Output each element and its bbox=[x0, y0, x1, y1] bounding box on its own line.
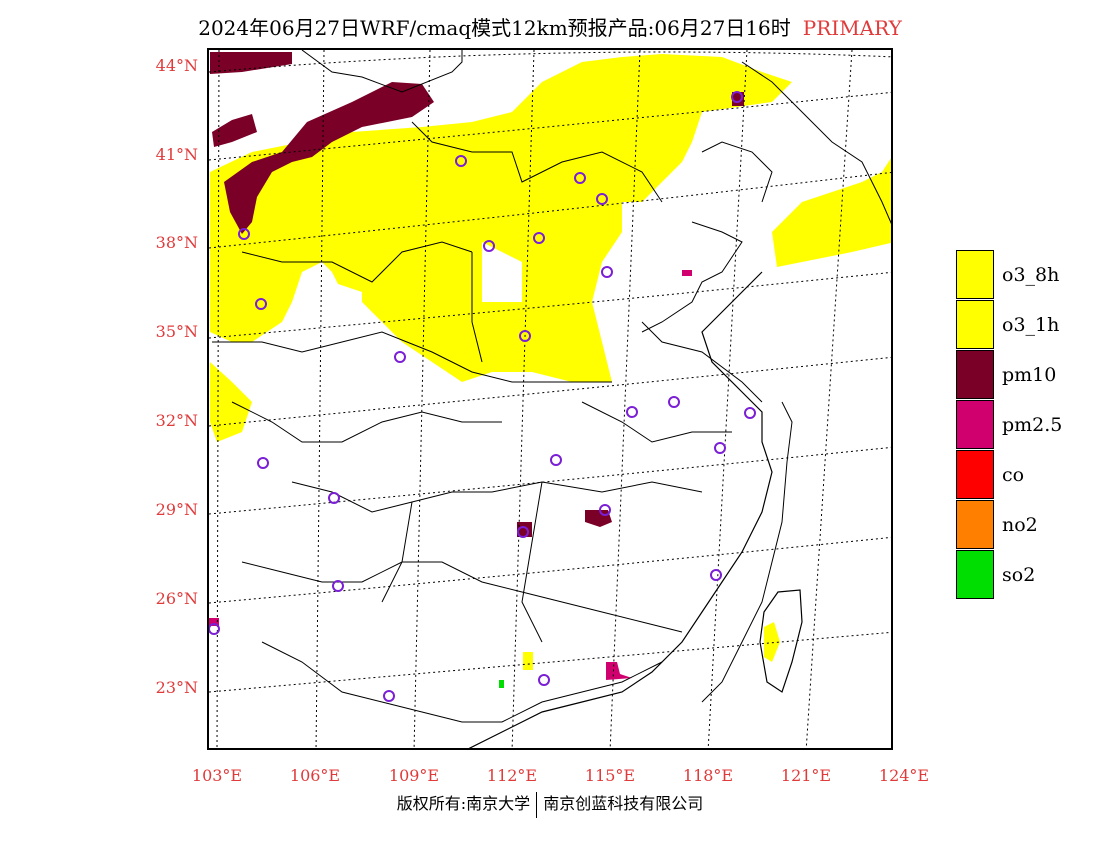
title-tag: PRIMARY bbox=[802, 16, 902, 40]
lon-label-103e: 103°E bbox=[191, 766, 243, 785]
legend-item-so2: so2 bbox=[956, 550, 1086, 600]
station-marker bbox=[710, 569, 722, 581]
station-marker bbox=[257, 457, 269, 469]
lat-label-35n: 35°N bbox=[155, 322, 198, 341]
station-marker bbox=[455, 155, 467, 167]
pollutant-map bbox=[209, 50, 891, 748]
pm25-spot-3 bbox=[682, 270, 692, 276]
clear-patch-1 bbox=[482, 242, 522, 302]
legend-label: pm2.5 bbox=[1002, 414, 1063, 436]
legend-item-o3-8h: o3_8h bbox=[956, 250, 1086, 300]
monitoring-stations bbox=[209, 91, 756, 702]
lat-label-26n: 26°N bbox=[155, 589, 198, 608]
ozone-region bbox=[210, 54, 891, 670]
pm10-area-top bbox=[210, 52, 292, 74]
copyright-left: 版权所有:南京大学 bbox=[396, 794, 531, 813]
clear-patch-3 bbox=[622, 202, 682, 262]
clear-patches bbox=[332, 202, 682, 322]
lon-label-112e: 112°E bbox=[486, 766, 538, 785]
lon-label-118e: 118°E bbox=[682, 766, 734, 785]
lat-label-23n: 23°N bbox=[155, 678, 198, 697]
lon-label-121e: 121°E bbox=[780, 766, 832, 785]
province-boundaries bbox=[212, 50, 891, 723]
station-marker bbox=[517, 526, 529, 538]
legend-label: o3_1h bbox=[1002, 314, 1060, 336]
lon-label-106e: 106°E bbox=[289, 766, 341, 785]
taiwan-outline bbox=[759, 589, 803, 693]
pm10-spot-changsha bbox=[585, 510, 612, 527]
lon-label-124e: 124°E bbox=[878, 766, 930, 785]
legend-item-co: co bbox=[956, 450, 1086, 500]
legend-item-pm10: pm10 bbox=[956, 350, 1086, 400]
station-marker bbox=[328, 492, 340, 504]
ozone-area-north bbox=[210, 54, 792, 382]
lat-label-41n: 41°N bbox=[155, 145, 198, 164]
map-panel[interactable] bbox=[207, 48, 893, 750]
legend-swatch bbox=[956, 300, 994, 349]
copyright-divider bbox=[536, 791, 538, 818]
lat-label-38n: 38°N bbox=[155, 233, 198, 252]
station-marker bbox=[394, 351, 406, 363]
lon-label-115e: 115°E bbox=[584, 766, 636, 785]
legend-label: o3_8h bbox=[1002, 264, 1060, 286]
legend-swatch bbox=[956, 400, 994, 449]
station-marker bbox=[209, 623, 220, 635]
lat-label-44n: 44°N bbox=[155, 56, 198, 75]
legend-label: co bbox=[1002, 464, 1025, 486]
ozone-area-northeast bbox=[772, 158, 891, 267]
lon-label-109e: 109°E bbox=[388, 766, 440, 785]
station-marker bbox=[599, 504, 611, 516]
legend-item-pm25: pm2.5 bbox=[956, 400, 1086, 450]
station-marker bbox=[596, 193, 608, 205]
legend-swatch bbox=[956, 500, 994, 549]
title-text: 2024年06月27日WRF/cmaq模式12km预报产品:06月27日16时 bbox=[198, 16, 791, 40]
legend-swatch bbox=[956, 450, 994, 499]
copyright: 版权所有:南京大学 南京创蓝科技有限公司 bbox=[0, 790, 1100, 818]
station-marker bbox=[383, 690, 395, 702]
graticule bbox=[209, 50, 891, 748]
station-marker bbox=[668, 396, 680, 408]
station-marker bbox=[533, 232, 545, 244]
lat-label-32n: 32°N bbox=[155, 411, 198, 430]
ozone-area-west bbox=[210, 362, 252, 442]
clear-patch-2 bbox=[332, 282, 362, 322]
legend-item-o3-1h: o3_1h bbox=[956, 300, 1086, 350]
so2-spot bbox=[499, 680, 504, 688]
station-marker bbox=[483, 240, 495, 252]
pm10-region bbox=[210, 52, 744, 537]
ozone-area-taiwan bbox=[764, 622, 780, 662]
legend-swatch bbox=[956, 250, 994, 299]
legend-label: so2 bbox=[1002, 564, 1036, 586]
legend-swatch bbox=[956, 550, 994, 599]
legend-item-no2: no2 bbox=[956, 500, 1086, 550]
map-title: 2024年06月27日WRF/cmaq模式12km预报产品:06月27日16时 P… bbox=[0, 12, 1100, 41]
station-marker bbox=[574, 172, 586, 184]
pm10-area-band bbox=[224, 82, 434, 234]
station-marker bbox=[255, 298, 267, 310]
copyright-right: 南京创蓝科技有限公司 bbox=[543, 794, 704, 813]
legend-label: pm10 bbox=[1002, 364, 1057, 386]
station-marker bbox=[238, 228, 250, 240]
station-marker bbox=[601, 266, 613, 278]
station-marker bbox=[519, 330, 531, 342]
station-marker bbox=[714, 442, 726, 454]
legend-swatch bbox=[956, 350, 994, 399]
pm25-spot-guangzhou bbox=[606, 662, 632, 680]
station-marker bbox=[538, 674, 550, 686]
station-marker bbox=[731, 91, 743, 103]
station-marker bbox=[332, 580, 344, 592]
station-marker bbox=[550, 454, 562, 466]
legend: o3_8h o3_1h pm10 pm2.5 co no2 so2 bbox=[956, 250, 1086, 600]
legend-label: no2 bbox=[1002, 514, 1038, 536]
pm10-area-nw bbox=[212, 114, 257, 147]
ozone-area-guangdong bbox=[523, 652, 533, 670]
station-marker bbox=[744, 407, 756, 419]
coastline bbox=[468, 271, 803, 748]
lat-label-29n: 29°N bbox=[155, 500, 198, 519]
station-marker bbox=[626, 406, 638, 418]
